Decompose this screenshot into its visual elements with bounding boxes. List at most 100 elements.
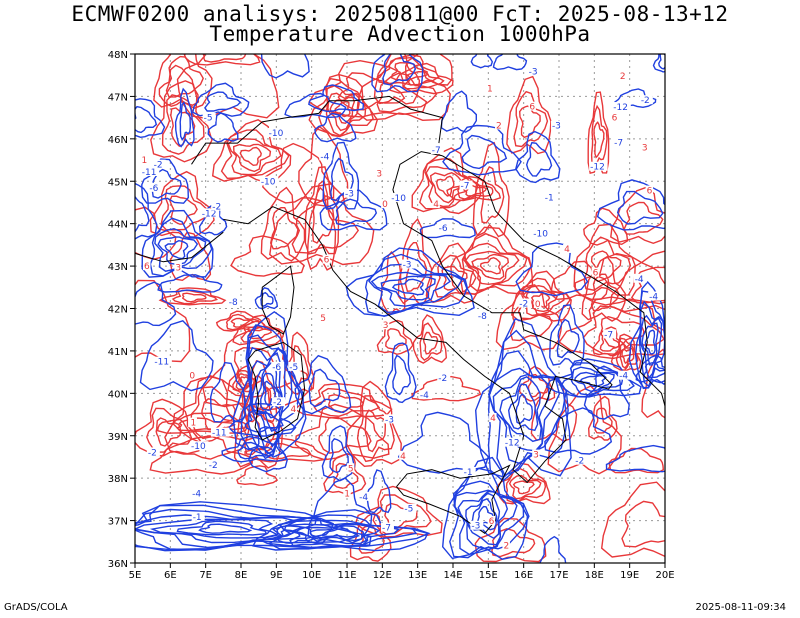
contour-value-label: -8 [478, 312, 487, 322]
contour-label-bg [543, 192, 557, 202]
lat-tick-label: 36N [108, 559, 128, 570]
contour-label-bg [502, 540, 510, 550]
contour-value-label: -2 [212, 203, 221, 213]
contour-value-label: -5 [289, 363, 298, 373]
contour-line [380, 275, 436, 301]
contour-label-bg [272, 397, 286, 407]
contour-line [269, 183, 375, 266]
contour-value-label: 4 [433, 200, 439, 210]
contour-line [425, 166, 472, 208]
contour-label-bg [207, 459, 221, 469]
contour-line [135, 182, 158, 240]
contour-value-label: 3 [376, 169, 382, 179]
contour-value-label: -8 [229, 298, 238, 308]
contour-value-label: 1 [190, 419, 196, 429]
contour-value-label: -7 [432, 146, 441, 156]
coast-segment [442, 155, 665, 407]
contour-label-bg [470, 520, 484, 530]
contour-value-label: 1 [141, 156, 147, 166]
contour-label-bg [462, 466, 476, 476]
contour-line [419, 322, 443, 361]
contour-line [319, 189, 388, 231]
contour-line [135, 398, 201, 457]
contour-line [402, 70, 445, 90]
lat-tick-label: 48N [108, 50, 128, 61]
contour-value-label: -4 [635, 275, 644, 285]
contour-value-label: -3 [385, 415, 394, 425]
contour-line [139, 320, 214, 392]
contour-line [135, 98, 166, 139]
contour-value-label: -3 [403, 261, 412, 271]
contour-label-bg [153, 356, 172, 366]
contour-line [269, 207, 299, 250]
contour-line [380, 250, 406, 315]
contour-line [204, 91, 242, 112]
contour-label-bg [639, 95, 653, 105]
contour-line [322, 527, 358, 538]
lat-lon-grid [135, 54, 665, 563]
contour-label-bg [610, 112, 619, 122]
contour-value-label: -5 [404, 505, 413, 515]
contour-label-bg [495, 120, 503, 130]
contour-line [153, 54, 213, 109]
contour-line [149, 217, 213, 277]
contour-value-label: 2 [620, 72, 626, 82]
contour-line [327, 92, 360, 132]
contour-line [337, 72, 406, 111]
contour-line [254, 287, 279, 310]
contour-line [419, 218, 476, 239]
contour-label-bg [532, 228, 551, 238]
contour-value-label: -4 [420, 391, 429, 401]
contour-line [227, 138, 282, 176]
contour-line [574, 252, 665, 306]
contour-line [135, 105, 158, 134]
contour-line [544, 407, 613, 455]
contour-line [600, 481, 665, 558]
contour-value-label: -2 [148, 448, 157, 458]
contour-line [283, 522, 400, 547]
contour-line [232, 314, 285, 346]
contour-line [583, 236, 632, 291]
contour-label-bg [152, 159, 166, 169]
contour-line [397, 411, 490, 474]
contour-value-label: -2 [273, 398, 282, 408]
contour-value-label: -4 [359, 493, 368, 503]
contour-line [260, 291, 274, 307]
contour-line [149, 170, 215, 239]
contour-line [207, 112, 239, 143]
contour-value-label: 2 [496, 121, 502, 131]
contour-line [165, 55, 204, 98]
lon-tick-label: 5E [129, 570, 142, 581]
contour-line [260, 372, 281, 412]
contour-label-bg [533, 299, 542, 309]
contour-line [146, 407, 193, 453]
map-subtitle: Temperature Advection 1000hPa [209, 22, 591, 46]
contour-value-label: 2 [503, 542, 509, 552]
contour-value-label: 6 [647, 187, 653, 197]
contour-value-label: 6 [529, 103, 535, 113]
contour-line [525, 141, 553, 177]
contour-value-label: -2 [209, 461, 218, 471]
contour-line [179, 101, 192, 141]
coast-segment [261, 265, 295, 335]
lon-tick-label: 12E [373, 570, 392, 581]
contour-value-label: 1 [487, 85, 493, 95]
contour-line [613, 88, 657, 109]
contour-line [515, 130, 561, 184]
contour-line [480, 165, 505, 224]
contour-label-bg [486, 83, 494, 93]
contour-line [450, 226, 534, 295]
contour-value-label: -10 [261, 177, 276, 187]
lat-tick-label: 39N [108, 432, 128, 443]
contour-line [507, 383, 539, 432]
contour-label-bg [399, 450, 407, 460]
contour-value-label: -7 [614, 138, 623, 148]
lon-tick-label: 9E [270, 570, 283, 581]
contour-label-bg [259, 176, 279, 186]
contour-value-label: 4 [291, 405, 297, 415]
contour-value-label: -12 [202, 209, 217, 219]
contour-line [220, 129, 290, 180]
contour-line [251, 352, 284, 432]
contour-line [174, 87, 195, 148]
contour-line [474, 318, 572, 478]
